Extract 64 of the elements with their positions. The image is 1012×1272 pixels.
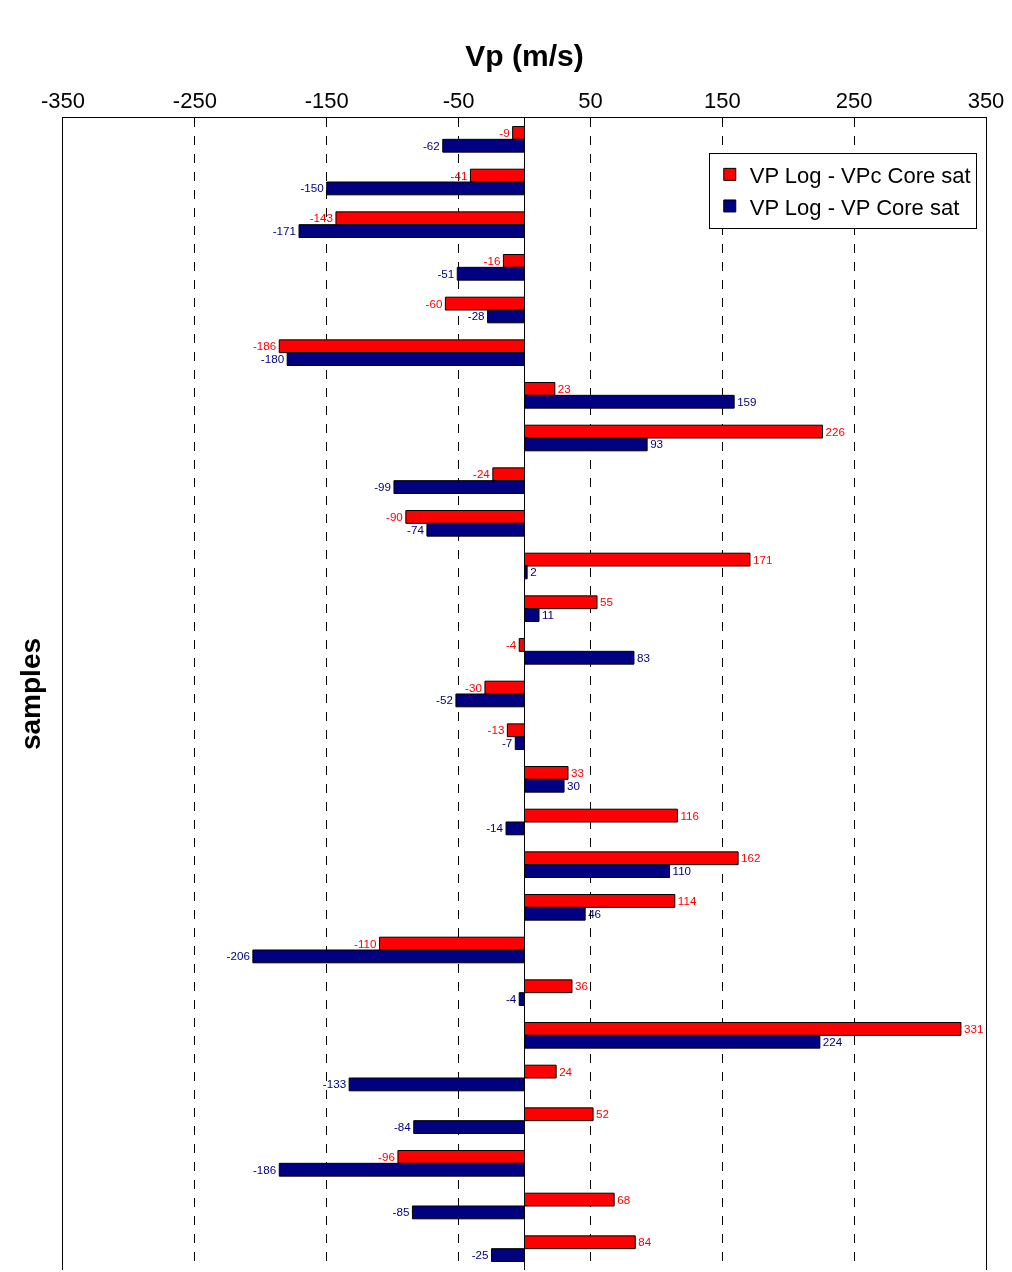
- data-label: 224: [822, 1034, 843, 1048]
- data-label: 24: [559, 1064, 573, 1078]
- x-tick-label: 150: [703, 88, 741, 114]
- data-label: -4: [505, 992, 517, 1006]
- data-label: 110: [672, 864, 692, 878]
- data-label: -4: [505, 638, 517, 651]
- data-label: 83: [636, 650, 650, 664]
- data-label: -90: [386, 510, 404, 523]
- data-label: -30: [465, 680, 483, 694]
- data-label: 36: [574, 979, 588, 993]
- data-label: -99: [374, 480, 391, 494]
- data-label: -51: [437, 266, 455, 280]
- x-tick-label: 250: [835, 88, 873, 114]
- data-label: -62: [422, 138, 440, 152]
- data-label: -150: [300, 181, 325, 195]
- data-label: -96: [378, 1150, 395, 1163]
- legend-label: VP Log - VP Core sat: [749, 194, 960, 220]
- data-label: 30: [567, 778, 581, 792]
- data-label: 331: [963, 1022, 984, 1035]
- data-label: 23: [557, 382, 571, 395]
- legend-label: VP Log - VPc Core sat: [749, 162, 971, 188]
- data-label: 55: [600, 595, 613, 609]
- data-label: -206: [226, 949, 250, 963]
- data-label: -14: [486, 821, 504, 835]
- data-label: -143: [309, 211, 333, 225]
- data-label: 116: [680, 808, 699, 822]
- data-label: -110: [354, 936, 377, 950]
- data-label: -9: [499, 126, 510, 139]
- data-label: 159: [737, 394, 757, 408]
- data-label: -171: [272, 224, 297, 238]
- data-label: -74: [407, 522, 425, 536]
- data-label: 11: [542, 608, 555, 622]
- data-label: 226: [825, 424, 845, 438]
- data-label: -84: [393, 1120, 412, 1134]
- x-tick-label: -150: [304, 88, 349, 114]
- data-label: -180: [260, 352, 285, 366]
- x-tick-label: -250: [172, 88, 217, 114]
- x-tick-label: 350: [967, 88, 1005, 114]
- data-label: -25: [471, 1248, 489, 1262]
- x-axis-title: Vp (m/s): [465, 39, 584, 73]
- x-tick-label: -50: [442, 88, 475, 114]
- data-label: 84: [638, 1235, 652, 1249]
- data-label: -52: [436, 693, 453, 707]
- data-label: 2: [530, 565, 537, 579]
- y-axis-title: samples: [15, 637, 47, 751]
- data-label: -133: [322, 1077, 347, 1091]
- data-label: 33: [571, 766, 584, 779]
- data-label: 162: [741, 851, 761, 865]
- data-label: -7: [501, 736, 513, 750]
- data-label: -28: [467, 309, 485, 323]
- data-label: -16: [483, 254, 501, 267]
- x-tick-label: -350: [40, 88, 86, 114]
- data-label: -60: [425, 296, 443, 310]
- data-label: -186: [252, 339, 277, 353]
- data-label: -13: [487, 723, 505, 737]
- x-tick-label: 50: [578, 88, 603, 114]
- data-label: -85: [392, 1205, 410, 1219]
- data-label: 93: [650, 437, 664, 451]
- data-label: 114: [677, 894, 697, 907]
- data-label: 52: [596, 1107, 610, 1121]
- data-label: -24: [473, 467, 491, 481]
- data-label: 171: [752, 552, 773, 566]
- data-label: -186: [252, 1162, 277, 1176]
- data-label: 68: [617, 1192, 631, 1206]
